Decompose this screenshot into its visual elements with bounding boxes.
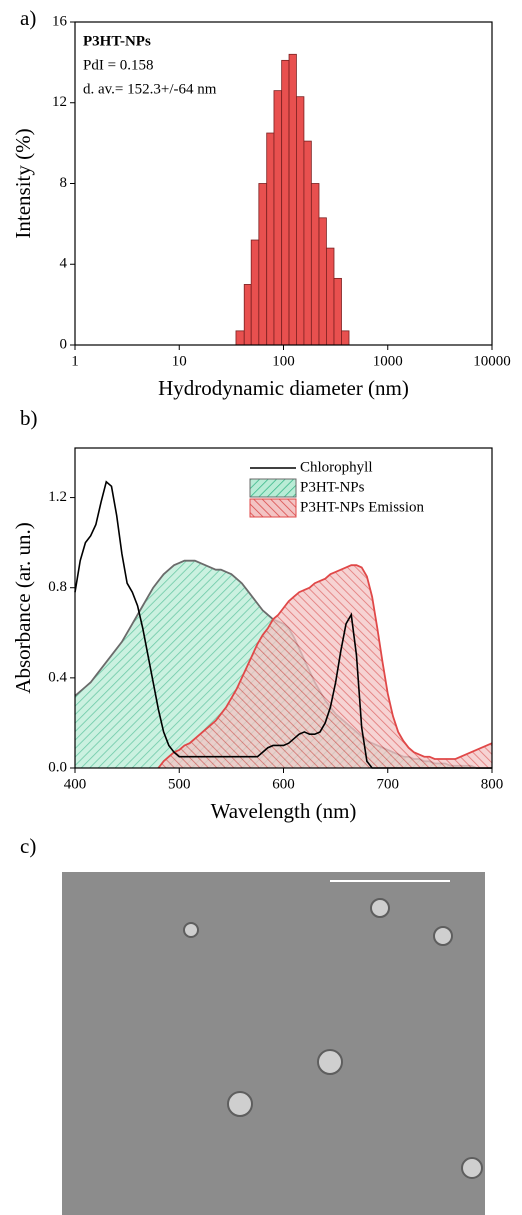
bar — [303, 140, 312, 346]
area-fill — [158, 565, 492, 768]
particle — [227, 1091, 253, 1117]
bar — [266, 132, 275, 346]
annotation: PdI = 0.158 — [83, 57, 154, 73]
legend-swatch — [249, 478, 297, 498]
x-tick-label: 1 — [71, 353, 79, 369]
bar — [281, 59, 290, 346]
y-tick-label: 0 — [60, 336, 68, 352]
x-axis-label: Hydrodynamic diameter (nm) — [158, 376, 409, 400]
micrograph — [62, 872, 485, 1215]
x-tick-label: 600 — [272, 776, 295, 792]
area-outline — [157, 564, 493, 769]
y-tick-label: 16 — [52, 13, 68, 29]
legend-label: Chlorophyll — [300, 459, 373, 475]
y-tick-label: 0.0 — [48, 759, 67, 775]
bar — [341, 330, 350, 346]
particle — [183, 922, 199, 938]
x-tick-label: 100 — [272, 353, 295, 369]
y-tick-label: 0.4 — [48, 669, 67, 685]
legend-label: P3HT-NPs Emission — [300, 499, 425, 515]
bar — [326, 247, 335, 346]
x-tick-label: 10000 — [473, 353, 511, 369]
y-tick-label: 8 — [60, 175, 68, 191]
y-tick-label: 1.2 — [48, 489, 67, 505]
bar — [258, 183, 268, 346]
bar — [318, 217, 327, 346]
x-tick-label: 800 — [481, 776, 504, 792]
bar — [250, 239, 260, 346]
legend-swatch — [249, 498, 297, 518]
x-tick-label: 700 — [377, 776, 400, 792]
particle — [461, 1157, 483, 1179]
y-tick-label: 0.8 — [48, 579, 67, 595]
panel-label: b) — [20, 406, 38, 430]
bar — [333, 277, 342, 346]
x-tick-label: 10 — [172, 353, 187, 369]
bar — [296, 96, 305, 346]
bar — [273, 90, 283, 346]
particle — [317, 1049, 343, 1075]
particle — [433, 926, 453, 946]
legend-label: P3HT-NPs — [300, 479, 365, 495]
bar — [310, 183, 320, 346]
y-tick-label: 12 — [52, 94, 67, 110]
x-tick-label: 1000 — [373, 353, 403, 369]
x-tick-label: 400 — [64, 776, 87, 792]
bar — [235, 330, 245, 346]
x-tick-label: 500 — [168, 776, 191, 792]
panel-label: c) — [20, 834, 36, 858]
y-axis-label: Absorbance (ar. un.) — [11, 522, 35, 693]
annotation: P3HT-NPs — [83, 33, 151, 49]
y-axis-label: Intensity (%) — [11, 128, 35, 238]
bar — [288, 53, 297, 346]
y-tick-label: 4 — [60, 256, 68, 272]
bar — [243, 284, 252, 346]
annotation: d. av.= 152.3+/-64 nm — [83, 81, 217, 97]
particle — [370, 898, 390, 918]
panel-label: a) — [20, 6, 36, 30]
x-axis-label: Wavelength (nm) — [211, 799, 357, 823]
